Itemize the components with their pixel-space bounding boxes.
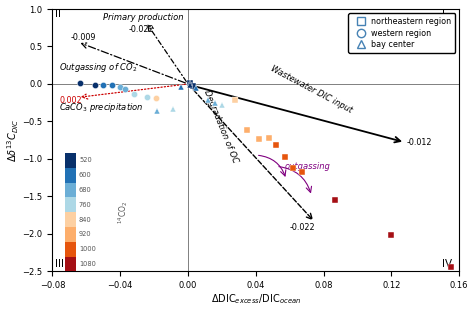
Text: Outgassing of CO$_2$: Outgassing of CO$_2$ xyxy=(59,61,137,75)
Bar xyxy=(65,256,76,271)
Text: 1000: 1000 xyxy=(79,246,96,252)
Text: 520: 520 xyxy=(79,157,91,163)
Text: 1080: 1080 xyxy=(79,261,96,267)
Bar xyxy=(65,183,76,197)
Text: 920: 920 xyxy=(79,232,91,237)
Legend: northeastern region, western region, bay center: northeastern region, western region, bay… xyxy=(348,13,455,53)
Bar xyxy=(65,212,76,227)
Text: CaCO$_3$ precipitation: CaCO$_3$ precipitation xyxy=(59,101,144,114)
Text: 600: 600 xyxy=(79,172,91,178)
Text: Wastewater DIC input: Wastewater DIC input xyxy=(269,64,354,115)
Text: I: I xyxy=(442,8,445,18)
Text: -0.022: -0.022 xyxy=(290,223,315,232)
Text: Primary production: Primary production xyxy=(103,13,184,22)
Text: II: II xyxy=(55,8,61,18)
Y-axis label: $\Delta\delta^{13}C_{DIC}$: $\Delta\delta^{13}C_{DIC}$ xyxy=(6,119,21,162)
Text: IV: IV xyxy=(442,259,452,269)
Text: -0.012: -0.012 xyxy=(407,138,432,147)
Text: 840: 840 xyxy=(79,217,91,222)
Text: III: III xyxy=(55,259,64,269)
Text: 0.002: 0.002 xyxy=(59,96,82,105)
Text: 680: 680 xyxy=(79,187,91,193)
Bar xyxy=(65,197,76,212)
Text: -0.009: -0.009 xyxy=(71,33,97,42)
Bar xyxy=(65,153,76,168)
Bar xyxy=(65,168,76,183)
Text: Degradation of OC: Degradation of OC xyxy=(201,89,239,164)
X-axis label: $\Delta$DIC$_{excess}$/DIC$_{ocean}$: $\Delta$DIC$_{excess}$/DIC$_{ocean}$ xyxy=(210,293,301,306)
Text: 760: 760 xyxy=(79,202,91,208)
Text: $^{14}$CO$_2$: $^{14}$CO$_2$ xyxy=(116,200,130,224)
Bar xyxy=(65,242,76,256)
Text: outgassing: outgassing xyxy=(284,162,330,171)
Text: -0.022: -0.022 xyxy=(128,25,155,33)
Bar xyxy=(65,227,76,242)
